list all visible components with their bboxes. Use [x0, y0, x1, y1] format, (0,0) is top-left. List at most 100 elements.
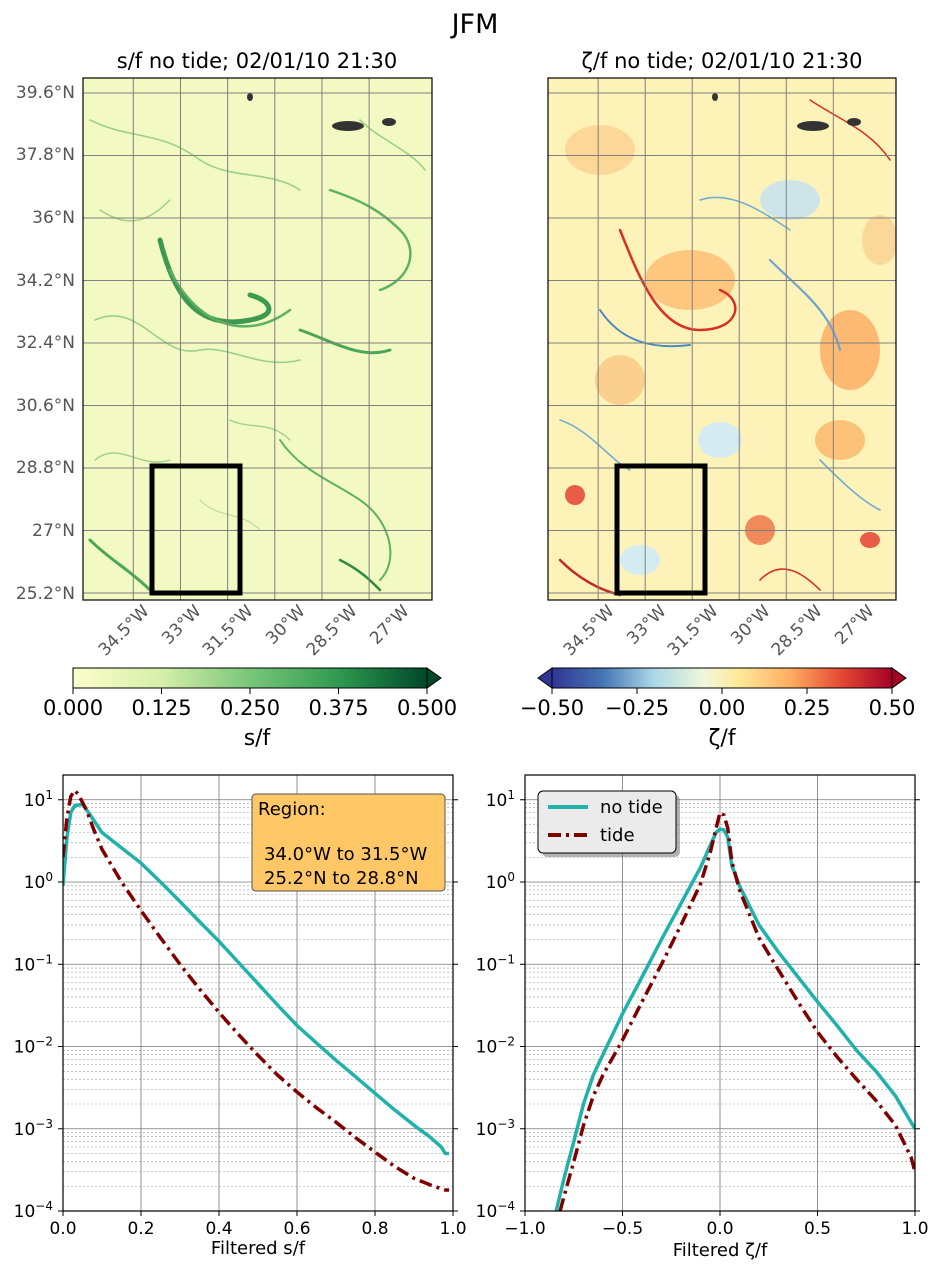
map-sf-lat-labels: 39.6°N 37.8°N 36°N 34.2°N 32.4°N 30.6°N …	[16, 83, 75, 604]
pdf-sf-y-tick-label: 100	[24, 870, 53, 893]
map-zeta-islands	[712, 93, 861, 131]
pdf-zeta-xlabel: Filtered ζ/f	[673, 1240, 768, 1261]
lon-tick-label: 27°W	[831, 601, 878, 648]
pdf-sf-x-tick-label: 0.6	[283, 1219, 310, 1239]
map-sf-gridlines	[83, 78, 432, 600]
pdf-sf-ticks: 0.0 0.2 0.4 0.6 0.8 1.0 101 100 10−1 10−2 10−3 10−4	[14, 788, 467, 1239]
colorbar-sf-extend-max	[426, 667, 442, 689]
lon-tick-label: 31.5°W	[664, 601, 723, 660]
colorbar-zeta-extend-min	[537, 667, 553, 689]
pdf-zeta-legend: no tide tide	[537, 790, 680, 857]
colorbar-zeta-tick: 0.00	[699, 696, 746, 720]
pdf-sf-y-tick-label: 10−1	[14, 952, 53, 975]
lon-tick-label: 34.5°W	[95, 601, 154, 660]
pdf-sf-y-tick-label: 10−3	[14, 1117, 53, 1140]
pdf-zeta-series	[554, 810, 915, 1211]
pdf-zeta-y-tick-label: 10−3	[476, 1117, 515, 1140]
map-sf-background	[83, 78, 432, 600]
lat-tick-label: 32.4°N	[16, 333, 75, 353]
colorbar-sf-tick: 0.375	[308, 696, 368, 720]
pdf-zeta-x-tick-label: 0.5	[804, 1219, 831, 1239]
lon-tick-label: 30°W	[262, 601, 309, 648]
region-annotation-box	[251, 793, 446, 892]
colorbar-sf: 0.000 0.125 0.250 0.375 0.500 s/f	[43, 667, 457, 751]
lon-tick-label: 28.5°W	[768, 601, 827, 660]
pdf-zeta-x-tick-label: 1.0	[901, 1219, 928, 1239]
map-zeta-lon-labels: 34.5°W 33°W 31.5°W 30°W 28.5°W 27°W	[560, 601, 879, 660]
lon-tick-label: 33°W	[623, 601, 670, 648]
colorbar-sf-tick: 0.500	[397, 696, 457, 720]
lon-tick-label: 28.5°W	[303, 601, 362, 660]
pdf-sf-xlabel: Filtered s/f	[211, 1238, 306, 1259]
pdf-zeta-x-tick-label: 0.0	[706, 1219, 733, 1239]
pdf-sf-y-tick-label: 10−2	[14, 1035, 53, 1058]
colorbar-zeta-tick: −0.25	[605, 696, 669, 720]
lon-tick-label: 30°W	[727, 601, 774, 648]
colorbar-zeta-tick: 0.25	[784, 696, 831, 720]
lon-tick-label: 33°W	[158, 601, 205, 648]
map-sf-frame	[82, 77, 433, 601]
map-zeta-frame	[547, 77, 897, 601]
pdf-sf-x-tick-label: 1.0	[439, 1219, 466, 1239]
pdf-sf-x-tick-label: 0.8	[361, 1219, 388, 1239]
pdf-zeta-series-no-tide	[554, 827, 915, 1211]
map-sf-region-box	[149, 463, 243, 596]
map-zeta-title: ζ/f no tide; 02/01/10 21:30	[582, 49, 863, 73]
legend-label-tide: tide	[600, 825, 635, 846]
region-annotation-lon: 34.0°W to 31.5°W	[264, 844, 427, 865]
lat-tick-label: 30.6°N	[16, 396, 75, 416]
colorbar-sf-tick: 0.250	[220, 696, 280, 720]
pdf-zeta-x-tick-label: −1.0	[504, 1219, 545, 1239]
lat-tick-label: 36°N	[32, 208, 75, 228]
region-annotation: Region: 34.0°W to 31.5°W 25.2°N to 28.8°…	[251, 793, 446, 892]
colorbar-zeta: −0.50 −0.25 0.00 0.25 0.50 ζ/f	[520, 667, 915, 751]
lat-tick-label: 37.8°N	[16, 145, 75, 165]
pdf-zeta-ticks: −1.0 −0.5 0.0 0.5 1.0 101 100 10−1 10−2 10−3 10−4	[476, 788, 929, 1239]
map-sf-lon-labels: 34.5°W 33°W 31.5°W 30°W 28.5°W 27°W	[95, 601, 414, 660]
colorbar-sf-tick: 0.000	[43, 696, 103, 720]
lat-tick-label: 39.6°N	[16, 83, 75, 103]
map-zeta-filaments	[558, 99, 891, 597]
colorbar-zeta-label: ζ/f	[708, 726, 736, 751]
pdf-zeta-series-tide	[558, 810, 915, 1211]
pdf-sf-frame	[62, 774, 454, 1212]
pdf-sf-y-tick-label: 10−4	[14, 1199, 53, 1222]
figure-suptitle: JFM	[450, 9, 499, 40]
pdf-sf-x-tick-label: 0.0	[49, 1219, 76, 1239]
map-sf-filaments	[88, 119, 426, 592]
pdf-sf-series	[63, 788, 450, 1192]
lat-tick-label: 27°N	[32, 521, 75, 541]
lat-tick-label: 34.2°N	[16, 271, 75, 291]
pdf-zeta-y-tick-label: 101	[486, 788, 515, 811]
pdf-sf-axes: 0.0 0.2 0.4 0.6 0.8 1.0 101 100 10−1 10−2 10−3 10−4…	[14, 774, 467, 1259]
pdf-zeta-axes: −1.0 −0.5 0.0 0.5 1.010110010−110−210−310−4 …	[476, 774, 929, 1261]
colorbar-sf-bar	[72, 667, 428, 689]
colorbar-sf-label: s/f	[244, 726, 272, 751]
region-annotation-heading: Region:	[258, 799, 326, 820]
pdf-zeta-y-tick-label: 10−4	[476, 1199, 515, 1222]
lon-tick-label: 31.5°W	[199, 601, 258, 660]
map-sf-panel	[83, 78, 432, 600]
pdf-zeta-y-tick-label: 10−1	[476, 952, 515, 975]
region-annotation-lat: 25.2°N to 28.8°N	[264, 868, 419, 889]
pdf-zeta-y-tick-label: 10−2	[476, 1035, 515, 1058]
lon-tick-label: 34.5°W	[560, 601, 619, 660]
legend-label-no-tide: no tide	[600, 797, 663, 818]
colorbar-sf-tick: 0.125	[131, 696, 191, 720]
map-sf-title: s/f no tide; 02/01/10 21:30	[117, 49, 398, 73]
pdf-sf-series-tide	[63, 788, 450, 1192]
pdf-sf-y-tick-label: 101	[24, 788, 53, 811]
colorbar-zeta-tick: −0.50	[520, 696, 584, 720]
pdf-zeta-x-tick-label: −0.5	[602, 1219, 643, 1239]
lat-tick-label: 28.8°N	[16, 458, 75, 478]
lon-tick-label: 27°W	[366, 601, 413, 648]
pdf-zeta-y-tick-label: 100	[486, 870, 515, 893]
pdf-sf-x-tick-label: 0.2	[127, 1219, 154, 1239]
colorbar-zeta-bar	[551, 667, 893, 689]
map-sf-islands	[247, 93, 396, 131]
pdf-sf-x-tick-label: 0.4	[205, 1219, 232, 1239]
map-zeta-gridlines	[548, 78, 896, 600]
map-zeta-panel	[548, 78, 896, 600]
lat-tick-label: 25.2°N	[16, 584, 75, 604]
